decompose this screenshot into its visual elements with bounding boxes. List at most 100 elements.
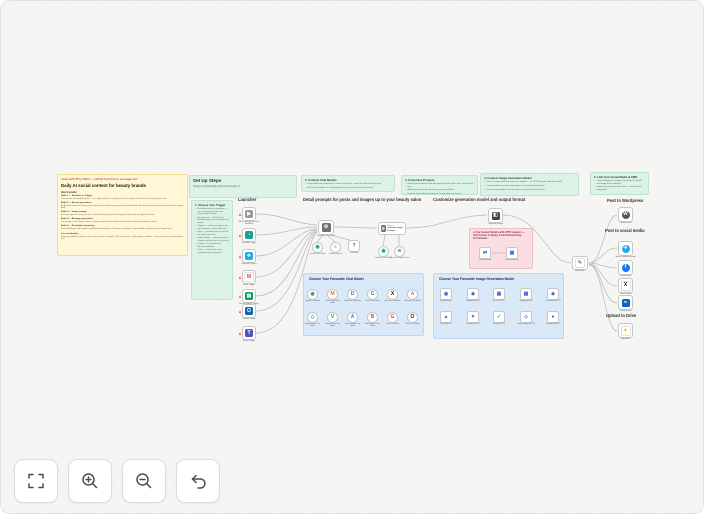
- node-example-convert-binary[interactable]: ▣ Convert to Binary: [505, 247, 519, 261]
- openai-icon: ◉: [315, 244, 320, 250]
- note-item: Manual launch — click Execute Workflow w…: [195, 217, 229, 224]
- node-label: Mistral Cloud Chat Model: [325, 300, 340, 304]
- node-schedule-trigger[interactable]: ◔ Schedule Trigger: [238, 228, 257, 244]
- warning-text: ⚠ Use Custom Models with HTTP requests —…: [473, 231, 525, 237]
- chat-model-openai[interactable]: ◉ OpenAI Chat Model: [305, 289, 320, 302]
- zoom-in-button[interactable]: [68, 459, 112, 503]
- node-label: DeepSeek Chat Model: [344, 300, 361, 302]
- node-openai-chat-model-1[interactable]: ◉ OpenAI Chat Model 1: [375, 246, 392, 259]
- chat-model-gemini[interactable]: ◇ Google Gemini Chat Model: [305, 312, 320, 327]
- google-drive-icon: ▲: [620, 325, 631, 336]
- sticky-note-link-social[interactable]: 5. Link Your Social Media & CMS Connect …: [590, 172, 649, 195]
- chat-model-cohere[interactable]: C Cohere Chat Model: [365, 289, 380, 302]
- note-item: You can swap models at any time without …: [484, 189, 575, 192]
- sticky-note-setup-steps[interactable]: Set Up Steps Setup is intentionally quic…: [189, 175, 297, 198]
- node-label: Generate Post Text: [317, 235, 335, 237]
- sticky-note-overview[interactable]: made with ❤ by NXmr — \w0rld/ Feel free …: [57, 174, 188, 256]
- node-wordpress[interactable]: W Create a post: [618, 207, 633, 224]
- node-linkedin[interactable]: in Create a post: [618, 295, 633, 312]
- note-title: 5. Link Your Social Media & CMS: [594, 175, 638, 179]
- image-model-imagen[interactable]: ◇ Gemini Imagen (HTTP): [517, 311, 535, 325]
- aws-bedrock-icon: B: [370, 314, 375, 320]
- node-outlook-trigger[interactable]: O Outlook Trigger: [238, 304, 256, 320]
- runway-icon: ✓: [496, 313, 502, 320]
- note-item: Gmail — a briefing email can kick off th…: [195, 231, 229, 236]
- chat-model-vertex[interactable]: V Google Vertex Chat Model: [325, 312, 340, 327]
- node-telegram-trigger[interactable]: ✈ Telegram Trigger: [238, 249, 257, 265]
- zoom-out-button[interactable]: [122, 459, 166, 503]
- chat-model-bedrock[interactable]: B AWS Bedrock Chat Model: [365, 312, 380, 327]
- sticky-note-image-models[interactable]: Choose Your Favourite Image Generation M…: [433, 273, 564, 339]
- outlook-icon: O: [245, 307, 253, 315]
- note-title: Choose Your Favourite Image Generation M…: [439, 277, 515, 281]
- ollama-icon: O: [410, 314, 415, 320]
- node-google-drive[interactable]: ▲ Upload file: [618, 323, 633, 340]
- image-model-flux[interactable]: ▣ Flux Dev (HTTP): [493, 288, 505, 302]
- chat-model-deepseek[interactable]: D DeepSeek Chat Model: [344, 289, 361, 302]
- node-gmail-trigger[interactable]: M Gmail Trigger: [238, 270, 256, 286]
- node-label: Groq Chat Model: [386, 323, 399, 325]
- node-label: Teams Trigger: [242, 340, 256, 342]
- stability-icon: ◆: [471, 290, 475, 297]
- node-label: OpenAI Image 1: [439, 300, 453, 302]
- image-model-openai[interactable]: ◉ OpenAI Image 1: [440, 288, 452, 302]
- node-x-twitter[interactable]: X Create Tweet: [618, 278, 633, 295]
- setup-steps-subtitle: Setup is intentionally quick and simple …: [193, 185, 240, 188]
- node-label: Ollama Chat Model: [405, 323, 420, 325]
- image-model-stability[interactable]: ◆ Stability AI (HTTP): [466, 288, 480, 302]
- node-label: Outlook Trigger: [242, 318, 256, 320]
- x-icon: X: [620, 280, 631, 291]
- node-simple-memory[interactable]: ≡ Simple Memory: [329, 242, 342, 255]
- sticky-note-customize-prompts[interactable]: 3. Customize Prompts Edit the system pro…: [401, 175, 478, 195]
- node-teams-trigger[interactable]: T Teams Trigger: [238, 326, 256, 342]
- chat-model-groq[interactable]: G Groq Chat Model: [386, 312, 399, 325]
- node-label: Leonardo AI (HTTP): [545, 300, 561, 302]
- note-item: All chat model nodes are interchangeable…: [305, 187, 391, 190]
- image-model-leonardo[interactable]: ◈ Leonardo AI (HTTP): [545, 288, 561, 302]
- node-output-parser[interactable]: ≋ Structured Output Parser: [390, 246, 409, 259]
- sticky-note-image-model[interactable]: 4. Connect Image Generation Model Pick o…: [480, 173, 579, 196]
- node-example-generate-image[interactable]: ⇄ Generate Image: [479, 247, 492, 261]
- node-ai-agent-image-prompt[interactable]: ⚙ AI Agent Generate Image Prompt: [378, 222, 406, 235]
- section-label-drive: Upload to Drive: [606, 313, 637, 318]
- warning-indicator: [238, 310, 241, 313]
- node-openai-chat-model[interactable]: ◉ OpenAI Chat Model: [310, 242, 325, 255]
- image-model-ideogram[interactable]: ▦ Ideogram (HTTP): [519, 288, 533, 302]
- image-model-together[interactable]: ● Together AI (HTTP): [546, 311, 560, 325]
- chat-model-anthropic[interactable]: A Anthropic Chat Model: [404, 289, 421, 302]
- image-model-replicate[interactable]: ▼ Replicate (HTTP): [466, 311, 480, 325]
- fit-view-button[interactable]: [14, 459, 58, 503]
- node-manual-trigger[interactable]: ▶ When clicking 'Execute Workflow': [238, 207, 259, 225]
- image-model-recraft[interactable]: ▲ Recraft (HTTP): [440, 311, 452, 325]
- ai-agent-icon: ⚙: [380, 225, 386, 232]
- memory-icon: ≡: [334, 244, 337, 250]
- node-sheets-trigger[interactable]: ▤Google Sheets Trigger: [238, 289, 259, 305]
- node-label: Google Vertex Chat Model: [325, 323, 340, 327]
- image-model-runway[interactable]: ✓ Runway (HTTP): [493, 311, 505, 325]
- vertex-icon: V: [330, 314, 335, 320]
- edit-fields-icon: ✎: [575, 258, 585, 268]
- node-label: Convert to Binary: [505, 259, 519, 261]
- sticky-note-connect-chat-models[interactable]: 2. Connect Chat Models Every model node …: [301, 175, 395, 192]
- node-label: Telegram Trigger: [241, 263, 257, 265]
- chat-model-mistral[interactable]: M Mistral Cloud Chat Model: [326, 289, 339, 304]
- openai-icon: ◉: [381, 248, 386, 254]
- sticky-note-chat-models[interactable]: Choose Your Favourite Chat Model: [303, 273, 424, 336]
- chat-model-ollama[interactable]: O Ollama Chat Model: [405, 312, 420, 325]
- node-telegram[interactable]: ✈ Send a photo message: [615, 241, 636, 258]
- node-think-tool[interactable]: ? Think Tool: [348, 240, 360, 254]
- node-edit-fields[interactable]: ✎ Edit Fields: [572, 256, 588, 272]
- undo-button[interactable]: [176, 459, 220, 503]
- node-ai-agent-post[interactable]: ⚙ Generate Post Text: [317, 220, 335, 237]
- sticky-note-choose-trigger[interactable]: 1. Choose Your Trigger Scheduled automat…: [191, 200, 233, 300]
- node-generate-image[interactable]: ◧ Generate Image: [488, 208, 503, 225]
- node-label: Replicate (HTTP): [466, 323, 480, 325]
- section-label-wordpress: Post to Wordpress: [607, 198, 644, 203]
- node-label: Simple Memory: [329, 253, 342, 255]
- chat-model-azure[interactable]: A Azure OpenAI Chat Model: [345, 312, 360, 327]
- node-label: Gemini Imagen (HTTP): [517, 323, 535, 325]
- parser-icon: ≋: [397, 248, 402, 254]
- node-facebook[interactable]: f Create a post: [618, 260, 633, 277]
